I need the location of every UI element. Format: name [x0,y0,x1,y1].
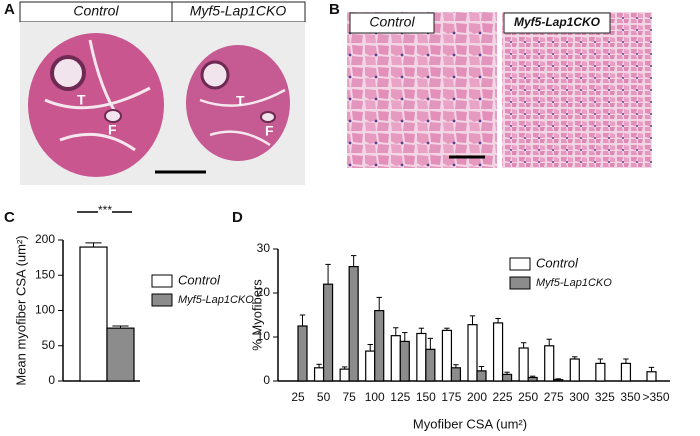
bar [425,348,436,382]
bar [441,329,453,382]
y-tick-label: 200 [35,232,55,246]
panel-letter: A [4,1,15,18]
panel-letter: B [329,1,340,18]
x-tick-label: 50 [317,390,331,404]
y-tick-label: 0 [263,373,270,387]
bar [544,345,555,382]
image-label: Control [369,14,415,30]
bar [365,350,376,382]
bone [104,109,122,123]
x-tick-label: 175 [441,390,461,404]
legend-swatch [151,274,173,288]
image-label: Control [73,3,119,19]
image-label: Myf5-Lap1CKO [514,15,601,29]
bar [620,362,632,382]
x-tick-label: 250 [518,390,538,404]
legend-label: Myf5-Lap1CKO [178,294,254,306]
histology-image [347,12,497,168]
bar [646,371,657,382]
x-tick-label: >350 [642,390,669,404]
bone [200,60,230,90]
bar [501,373,513,382]
y-tick-label: 10 [257,329,271,343]
bar [339,368,350,382]
bar [492,322,504,382]
x-tick-label: 75 [342,390,356,404]
bar [476,370,487,382]
bar [450,367,462,382]
label-box [349,12,435,34]
significance-label: *** [98,203,112,217]
muscle-section [28,33,164,177]
bar [106,327,135,382]
y-tick-label: 50 [42,338,56,352]
image-label: Myf5-Lap1CKO [190,3,287,19]
x-tick-label: 150 [416,390,436,404]
bar [595,362,606,382]
y-axis-title: % Myofibers [249,279,264,351]
y-tick-label: 0 [48,373,55,387]
legend-swatch [509,276,531,290]
bone [50,55,86,91]
fascia [199,88,286,147]
panel-letter: D [232,209,243,226]
region-label: F [265,123,274,139]
x-tick-label: 350 [620,390,640,404]
bar [348,266,359,382]
region-label: T [236,93,245,109]
bar [313,367,325,382]
x-tick-label: 225 [493,390,513,404]
legend-swatch [151,293,173,307]
x-tick-label: 125 [390,390,410,404]
y-tick-label: 100 [35,303,55,317]
histology-image [502,12,652,168]
legend-label: Control [536,255,579,270]
legend-swatch [509,257,531,271]
bar [297,325,308,382]
label-box [503,12,611,34]
bar [518,347,529,382]
y-tick-label: 150 [35,267,55,281]
y-tick-label: 20 [257,285,271,299]
bone [260,111,276,123]
x-tick-label: 100 [365,390,385,404]
legend-label: Myf5-Lap1CKO [536,277,612,289]
bar [527,376,538,382]
x-tick-label: 25 [291,390,305,404]
y-tick-label: 30 [257,241,271,255]
x-tick-label: 325 [595,390,615,404]
bar [569,358,580,382]
bar [79,246,108,382]
bar [416,332,427,382]
x-tick-label: 200 [467,390,487,404]
bar [390,335,401,382]
region-label: T [77,92,86,108]
bar [399,340,410,382]
bar [467,324,478,382]
legend-label: Control [178,272,221,287]
bar [553,379,564,382]
panel-letter: C [4,209,15,226]
bar [322,283,334,382]
bar [374,310,385,382]
x-tick-label: 275 [544,390,564,404]
region-label: F [108,122,117,138]
x-tick-label: 300 [569,390,589,404]
x-axis-title: Myofiber CSA (um²) [413,416,527,431]
y-axis-title: Mean myofiber CSA (um²) [13,235,28,385]
